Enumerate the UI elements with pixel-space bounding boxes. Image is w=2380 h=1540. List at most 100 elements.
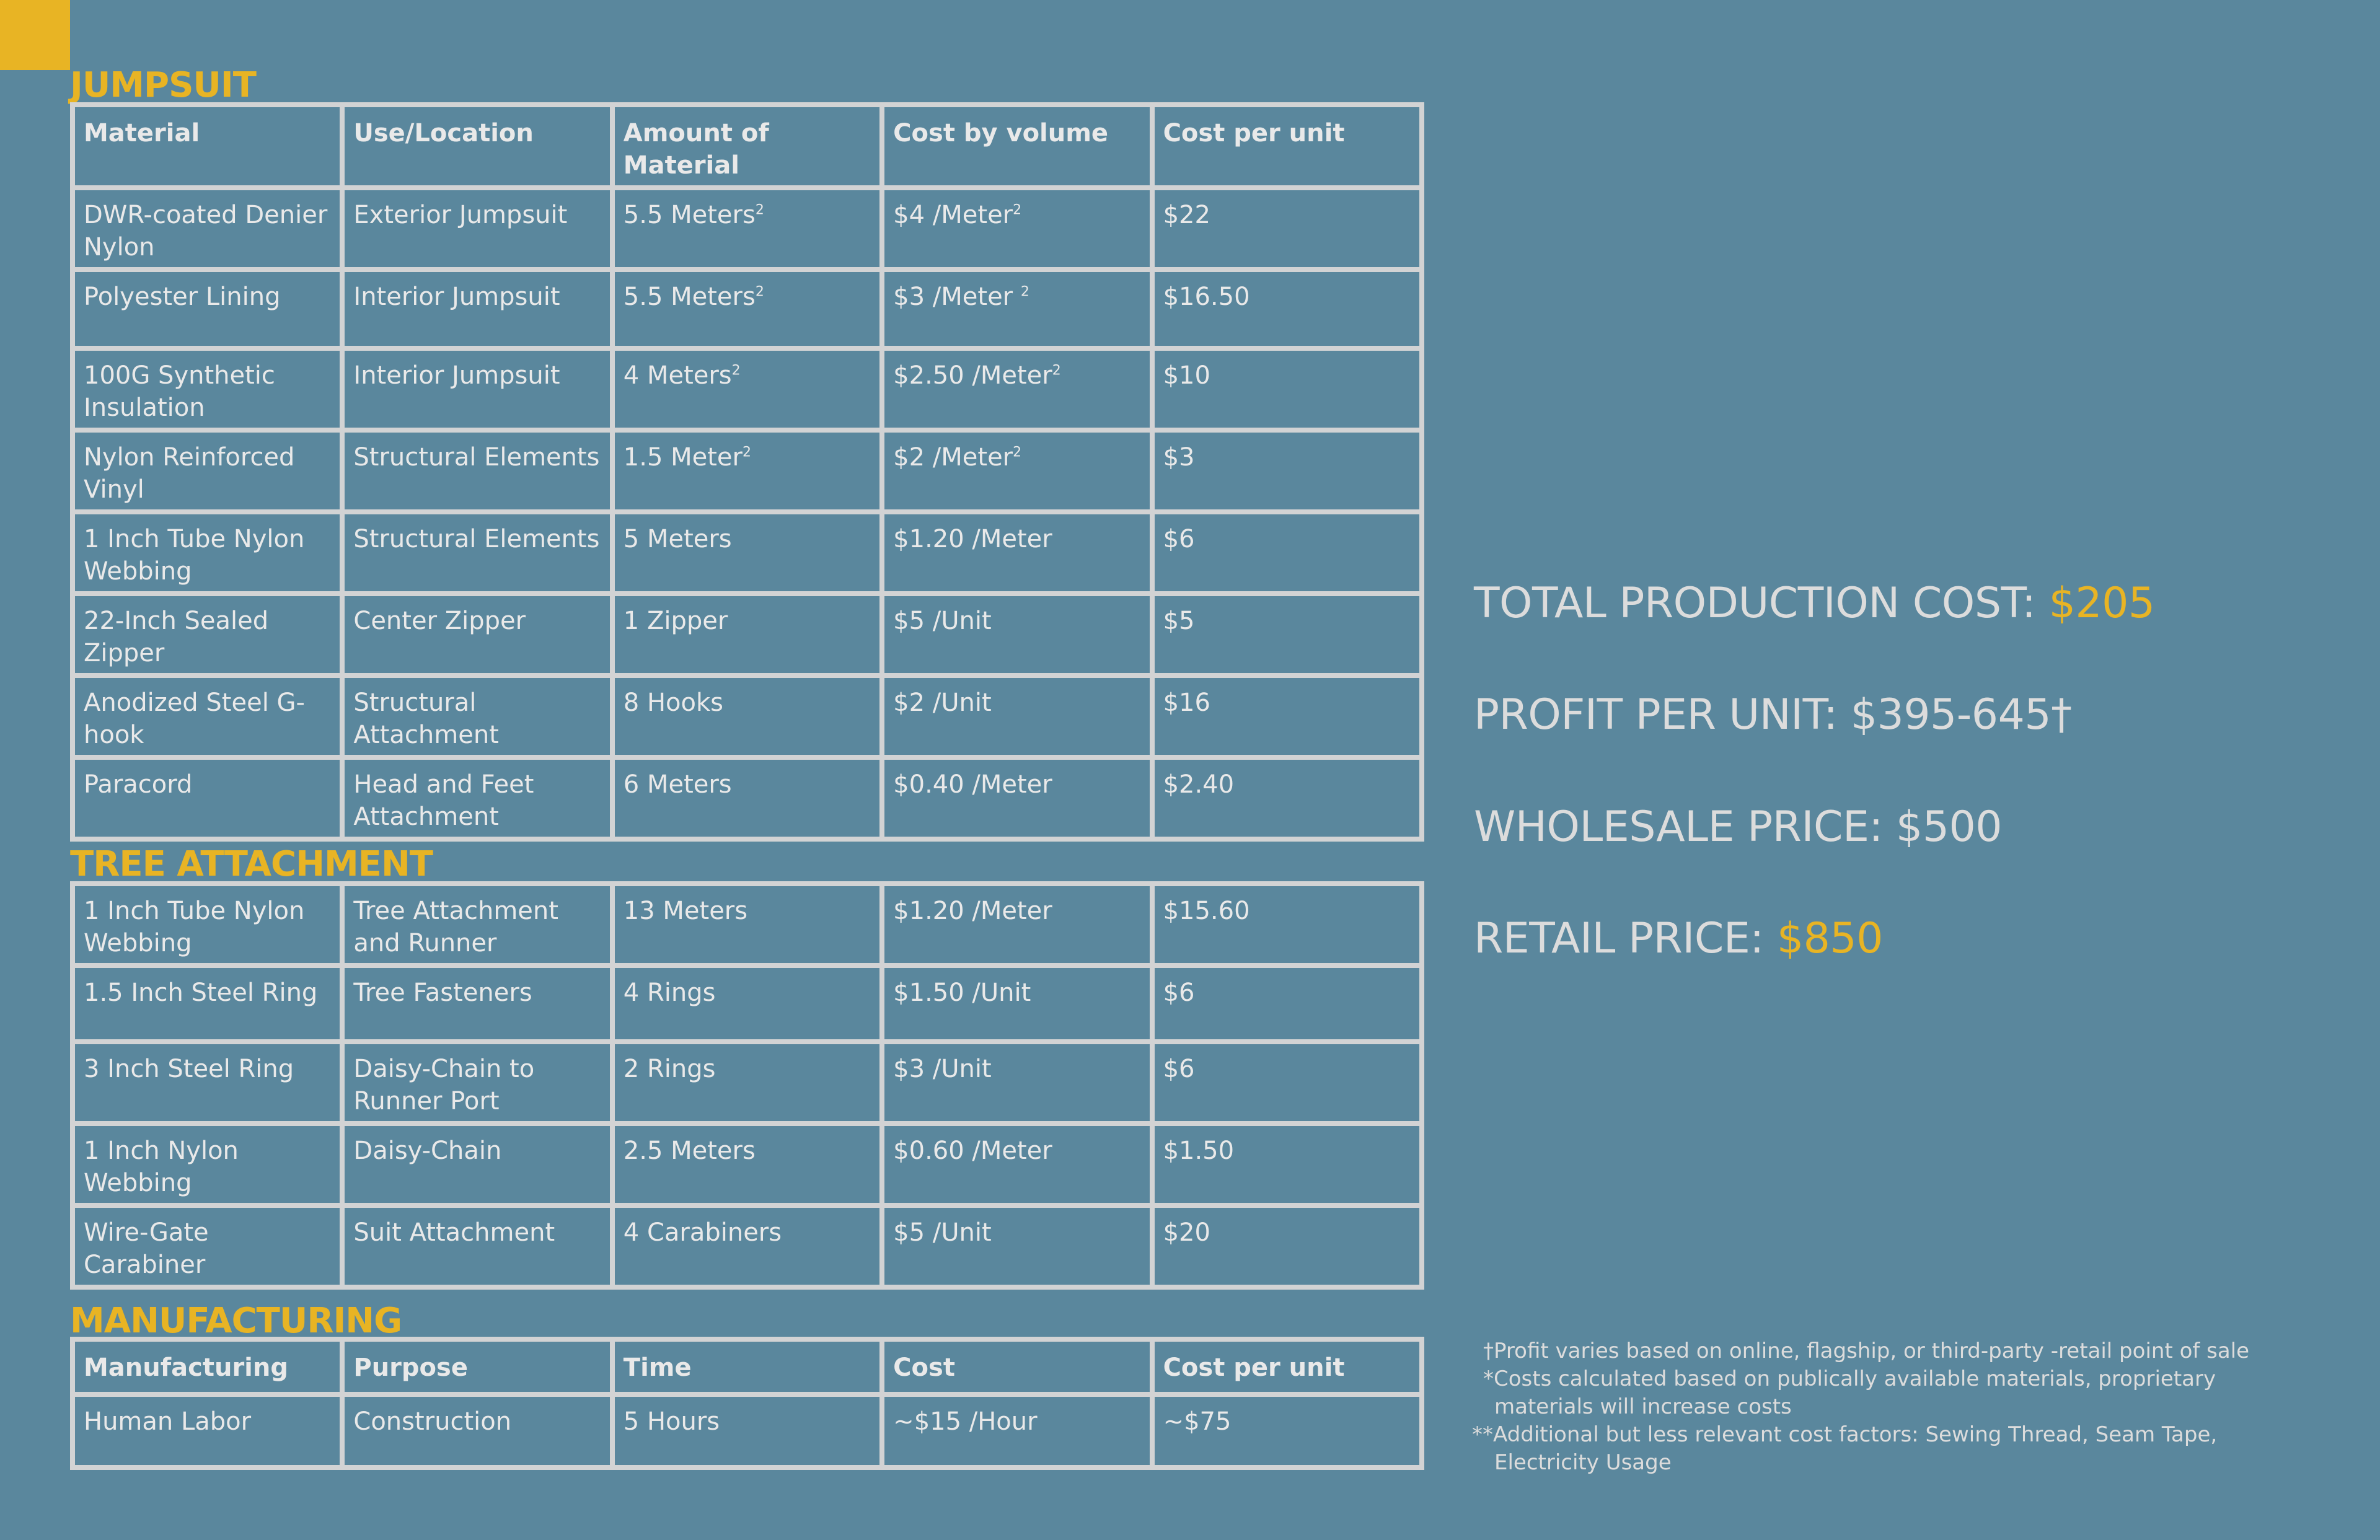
table-cell: $1.20 /Meter bbox=[879, 509, 1155, 596]
table-cell: 4 Carabiners bbox=[609, 1203, 885, 1290]
retail-price: RETAIL PRICE: $850 bbox=[1474, 914, 1883, 964]
table-cell: $5 /Unit bbox=[879, 1203, 1155, 1290]
header-cell: Cost by volume bbox=[879, 102, 1155, 190]
table-cell: 5 Hours bbox=[609, 1392, 885, 1470]
table-cell: $5 bbox=[1149, 591, 1425, 678]
header-cell: Cost per unit bbox=[1149, 102, 1425, 190]
table-cell: $20 bbox=[1149, 1203, 1425, 1290]
table-row: 1.5 Inch Steel Ring Tree Fasteners 4 Rin… bbox=[69, 963, 1425, 1044]
table-row: Polyester Lining Interior Jumpsuit 5.5 M… bbox=[69, 267, 1425, 351]
table-cell: $0.40 /Meter bbox=[879, 755, 1155, 842]
table-cell: DWR-coated Denier Nylon bbox=[69, 185, 345, 272]
total-production-cost-value: $205 bbox=[2048, 579, 2156, 628]
table-cell: Structural Attachment bbox=[340, 673, 615, 760]
table-cell: Tree Attachment and Runner bbox=[340, 881, 615, 968]
table-cell: ~$75 bbox=[1149, 1392, 1425, 1470]
table-cell: Daisy-Chain to Runner Port bbox=[340, 1039, 615, 1126]
table-cell: $10 bbox=[1149, 346, 1425, 433]
table-row: DWR-coated Denier Nylon Exterior Jumpsui… bbox=[69, 185, 1425, 272]
table-cell: Polyester Lining bbox=[69, 267, 345, 351]
header-cell: Manufacturing bbox=[69, 1337, 345, 1397]
retail-price-label: RETAIL PRICE: bbox=[1474, 914, 1777, 963]
table-cell: $22 bbox=[1149, 185, 1425, 272]
table-cell: $3 /Unit bbox=[879, 1039, 1155, 1126]
footnote-costs: *Costs calculated based on publically av… bbox=[1483, 1366, 2216, 1391]
table-cell: 2 Rings bbox=[609, 1039, 885, 1126]
table-row: 3 Inch Steel Ring Daisy-Chain to Runner … bbox=[69, 1039, 1425, 1126]
table-cell: 8 Hooks bbox=[609, 673, 885, 760]
table-cell: 4 Meters2 bbox=[609, 346, 885, 433]
table-row: Human Labor Construction 5 Hours ~$15 /H… bbox=[69, 1392, 1425, 1470]
table-cell: Wire-Gate Carabiner bbox=[69, 1203, 345, 1290]
table-cell: Interior Jumpsuit bbox=[340, 267, 615, 351]
table-cell: 1 Zipper bbox=[609, 591, 885, 678]
table-cell: 13 Meters bbox=[609, 881, 885, 968]
table-cell: $15.60 bbox=[1149, 881, 1425, 968]
table-header-row: Material Use/Location Amount of Material… bbox=[69, 102, 1425, 190]
header-cell: Amount of Material bbox=[609, 102, 885, 190]
footnote-profit: †Profit varies based on online, flagship… bbox=[1483, 1339, 2250, 1363]
table-cell: $16.50 bbox=[1149, 267, 1425, 351]
table-cell: Construction bbox=[340, 1392, 615, 1470]
table-cell: 1 Inch Tube Nylon Webbing bbox=[69, 509, 345, 596]
table-row: Paracord Head and Feet Attachment 6 Mete… bbox=[69, 755, 1425, 842]
table-cell: 6 Meters bbox=[609, 755, 885, 842]
table-cell: Anodized Steel G-hook bbox=[69, 673, 345, 760]
table-cell: Suit Attachment bbox=[340, 1203, 615, 1290]
table-cell: $3 bbox=[1149, 428, 1425, 514]
retail-price-value: $850 bbox=[1776, 914, 1884, 963]
table-cell: Structural Elements bbox=[340, 428, 615, 514]
header-cell: Cost bbox=[879, 1337, 1155, 1397]
table-cell: $6 bbox=[1149, 509, 1425, 596]
table-cell: 4 Rings bbox=[609, 963, 885, 1044]
table-cell: $2.40 bbox=[1149, 755, 1425, 842]
manufacturing-table: Manufacturing Purpose Time Cost Cost per… bbox=[69, 1337, 1425, 1470]
table-cell: 5.5 Meters2 bbox=[609, 185, 885, 272]
table-row: Nylon Reinforced Vinyl Structural Elemen… bbox=[69, 428, 1425, 514]
table-row: 1 Inch Tube Nylon Webbing Tree Attachmen… bbox=[69, 881, 1425, 968]
table-cell: 5 Meters bbox=[609, 509, 885, 596]
total-production-cost-label: TOTAL PRODUCTION COST: bbox=[1474, 579, 2049, 628]
table-cell: 1 Inch Tube Nylon Webbing bbox=[69, 881, 345, 968]
jumpsuit-table: Material Use/Location Amount of Material… bbox=[69, 102, 1425, 842]
table-cell: $6 bbox=[1149, 963, 1425, 1044]
table-row: 100G Synthetic Insulation Interior Jumps… bbox=[69, 346, 1425, 433]
corner-accent-block bbox=[0, 0, 70, 70]
footnotes: †Profit varies based on online, flagship… bbox=[1472, 1337, 2352, 1477]
wholesale-price: WHOLESALE PRICE: $500 bbox=[1474, 803, 2002, 851]
table-cell: 100G Synthetic Insulation bbox=[69, 346, 345, 433]
table-cell: $1.50 /Unit bbox=[879, 963, 1155, 1044]
table-cell: 1.5 Inch Steel Ring bbox=[69, 963, 345, 1044]
footnote-costs-continued: materials will increase costs bbox=[1494, 1394, 1792, 1419]
section-title-jumpsuit: JUMPSUIT bbox=[70, 65, 257, 105]
header-cell: Purpose bbox=[340, 1337, 615, 1397]
footnote-additional-continued: Electricity Usage bbox=[1494, 1450, 1672, 1475]
table-cell: Nylon Reinforced Vinyl bbox=[69, 428, 345, 514]
table-cell: $16 bbox=[1149, 673, 1425, 760]
table-cell: 3 Inch Steel Ring bbox=[69, 1039, 345, 1126]
table-cell: $4 /Meter2 bbox=[879, 185, 1155, 272]
table-cell: 22-Inch Sealed Zipper bbox=[69, 591, 345, 678]
table-cell: Paracord bbox=[69, 755, 345, 842]
table-header-row: Manufacturing Purpose Time Cost Cost per… bbox=[69, 1337, 1425, 1397]
header-cell: Use/Location bbox=[340, 102, 615, 190]
header-cell: Material bbox=[69, 102, 345, 190]
section-title-tree-attachment: TREE ATTACHMENT bbox=[70, 844, 433, 884]
header-cell: Time bbox=[609, 1337, 885, 1397]
table-row: 22-Inch Sealed Zipper Center Zipper 1 Zi… bbox=[69, 591, 1425, 678]
table-cell: $0.60 /Meter bbox=[879, 1121, 1155, 1208]
table-cell: Head and Feet Attachment bbox=[340, 755, 615, 842]
table-row: Anodized Steel G-hook Structural Attachm… bbox=[69, 673, 1425, 760]
tree-attachment-table: 1 Inch Tube Nylon Webbing Tree Attachmen… bbox=[69, 881, 1425, 1290]
table-row: 1 Inch Tube Nylon Webbing Structural Ele… bbox=[69, 509, 1425, 596]
header-cell: Cost per unit bbox=[1149, 1337, 1425, 1397]
table-cell: Human Labor bbox=[69, 1392, 345, 1470]
table-cell: $5 /Unit bbox=[879, 591, 1155, 678]
table-cell: 1.5 Meter2 bbox=[609, 428, 885, 514]
table-row: Wire-Gate Carabiner Suit Attachment 4 Ca… bbox=[69, 1203, 1425, 1290]
profit-per-unit: PROFIT PER UNIT: $395-645† bbox=[1474, 690, 2072, 739]
table-cell: Exterior Jumpsuit bbox=[340, 185, 615, 272]
total-production-cost: TOTAL PRODUCTION COST: $205 bbox=[1474, 579, 2155, 628]
table-cell: 5.5 Meters2 bbox=[609, 267, 885, 351]
table-cell: Daisy-Chain bbox=[340, 1121, 615, 1208]
